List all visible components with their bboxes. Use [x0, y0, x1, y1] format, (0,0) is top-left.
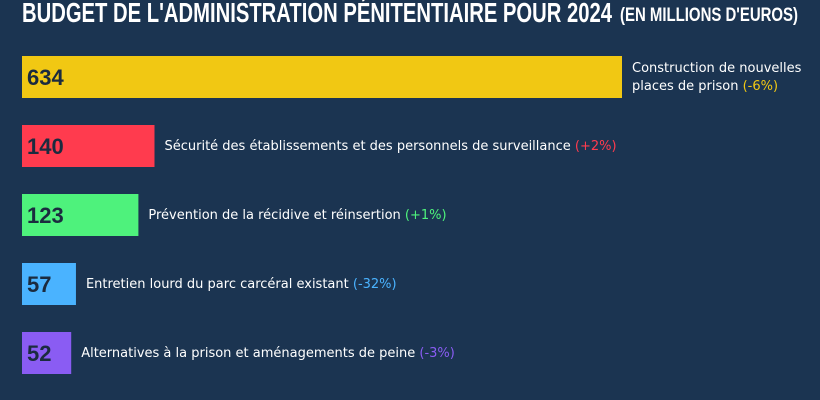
- category-label: Sécurité des établissements et des perso…: [164, 121, 812, 173]
- change-text: (-6%): [742, 79, 779, 94]
- value-label: 140: [27, 134, 64, 159]
- category-label: Construction de nouvelles places de pris…: [632, 52, 812, 104]
- category-text: Alternatives à la prison et aménagements…: [81, 346, 416, 361]
- category-text: Entretien lourd du parc carcéral existan…: [85, 277, 349, 292]
- category-label-box: Alternatives à la prison et aménagements…: [81, 328, 812, 380]
- category-text: Construction de nouvelles places de pris…: [632, 61, 802, 94]
- change-text: (-3%): [419, 346, 455, 361]
- value-label: 52: [27, 341, 51, 366]
- bar: [22, 263, 76, 305]
- category-label: Prévention de la récidive et réinsertion…: [148, 190, 812, 242]
- category-text: Prévention de la récidive et réinsertion: [148, 208, 401, 223]
- category-label-box: Prévention de la récidive et réinsertion…: [148, 190, 812, 242]
- bar: [22, 56, 622, 98]
- chart-title: BUDGET DE L'ADMINISTRATION PÉNITENTIAIRE…: [22, 0, 612, 28]
- bar: [22, 194, 139, 236]
- category-text: Sécurité des établissements et des perso…: [164, 139, 571, 154]
- category-label: Alternatives à la prison et aménagements…: [81, 328, 812, 380]
- chart-subtitle: (EN MILLIONS D'EUROS): [620, 5, 798, 26]
- category-label-box: Entretien lourd du parc carcéral existan…: [86, 259, 812, 311]
- change-text: (+1%): [404, 208, 447, 223]
- value-label: 57: [27, 272, 51, 297]
- change-text: (+2%): [574, 139, 617, 154]
- bar: [22, 125, 155, 167]
- bar: [22, 332, 72, 374]
- category-label-box: Construction de nouvelles places de pris…: [632, 52, 812, 104]
- value-label: 634: [27, 65, 64, 90]
- change-text: (-32%): [352, 277, 397, 292]
- category-label-box: Sécurité des établissements et des perso…: [164, 121, 812, 173]
- category-label: Entretien lourd du parc carcéral existan…: [86, 259, 812, 311]
- value-label: 123: [27, 203, 64, 228]
